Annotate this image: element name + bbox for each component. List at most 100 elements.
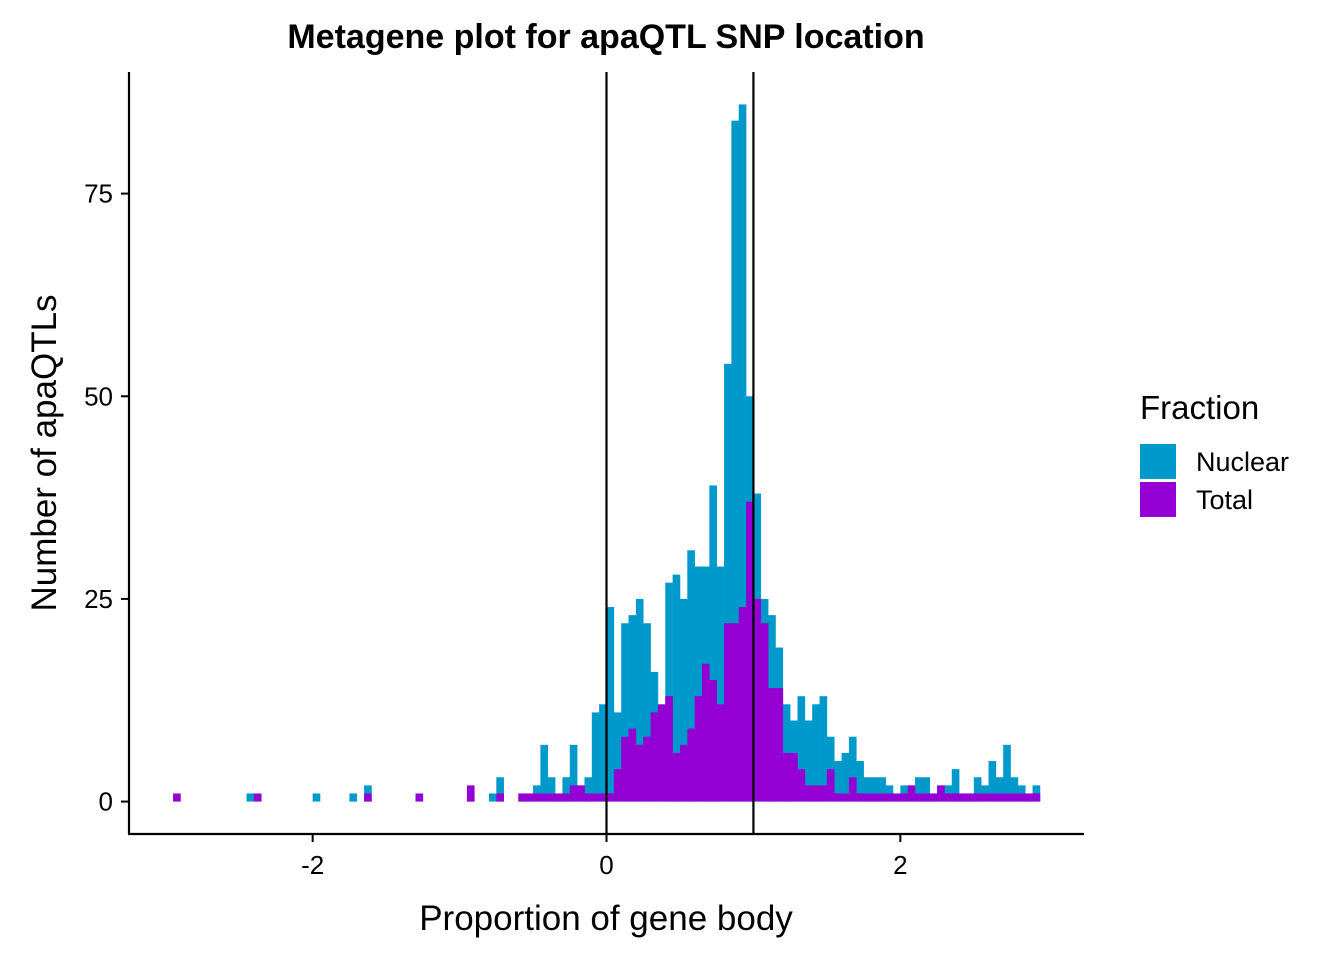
bar-nuclear (915, 777, 923, 802)
bar-nuclear (1032, 785, 1041, 802)
bar-nuclear (496, 777, 504, 802)
bar-nuclear (312, 793, 321, 802)
bar-total (973, 793, 982, 802)
bar-nuclear (613, 712, 622, 802)
bar-total (606, 793, 615, 802)
bar-total (768, 688, 776, 802)
bar-total (731, 623, 740, 802)
y-tick-label: 75 (84, 179, 113, 209)
x-axis-title: Proportion of gene body (419, 899, 793, 938)
bar-nuclear (687, 550, 695, 802)
bar-nuclear (819, 696, 828, 802)
bar-total (937, 785, 945, 802)
bar-total (760, 623, 769, 802)
bar-total (907, 785, 916, 802)
bar-total (944, 793, 953, 802)
bar-total (885, 793, 894, 802)
bar-nuclear (870, 777, 879, 802)
bar-nuclear (672, 574, 681, 802)
bar-total (790, 752, 798, 802)
bar-total (856, 793, 864, 802)
bar-nuclear (973, 777, 982, 802)
y-axis-ticks: 0 25 50 75 (84, 179, 129, 817)
legend-title: Fraction (1140, 389, 1259, 426)
bar-total (746, 501, 754, 802)
bar-nuclear (981, 785, 989, 802)
bar-nuclear (606, 607, 615, 802)
bar-nuclear (533, 785, 541, 802)
bar-total (702, 663, 710, 802)
bar-total (1003, 793, 1011, 802)
bar-nuclear (540, 744, 549, 802)
bar-nuclear (1017, 785, 1026, 802)
bar-total (569, 785, 578, 802)
bar-nuclear (724, 363, 732, 802)
bar-nuclear (878, 777, 886, 802)
bar-total (812, 785, 820, 802)
bar-total (929, 793, 938, 802)
legend-label-total: Total (1196, 485, 1253, 515)
bar-nuclear (782, 704, 791, 802)
bar-nuclear (679, 598, 688, 802)
bar-nuclear (944, 785, 953, 802)
bar-total (775, 688, 784, 802)
bar-nuclear (826, 736, 835, 802)
bar-total (981, 793, 989, 802)
bar-nuclear (951, 769, 960, 802)
legend-label-nuclear: Nuclear (1196, 447, 1289, 477)
bar-total (562, 793, 571, 802)
bar-nuclear (1010, 777, 1019, 802)
bar-total (834, 793, 842, 802)
bar-nuclear (731, 120, 740, 802)
bar-nuclear (694, 566, 703, 802)
bar-total (635, 744, 644, 802)
bar-total (613, 769, 622, 802)
bar-nuclear (246, 793, 255, 802)
bar-total (540, 793, 549, 802)
bar-total (643, 736, 651, 802)
bar-total (496, 793, 504, 802)
bar-total (848, 777, 857, 802)
bar-nuclear (848, 736, 857, 802)
bar-total (900, 793, 908, 802)
bar-nuclear (988, 761, 997, 802)
bar-total (782, 752, 791, 802)
legend-swatch-total (1140, 482, 1176, 517)
bar-total (804, 785, 813, 802)
bar-nuclear (856, 761, 864, 802)
bar-nuclear (863, 777, 872, 802)
bar-nuclear (885, 785, 894, 802)
bar-total (966, 793, 975, 802)
bar-total (951, 793, 960, 802)
bar-total (797, 769, 806, 802)
bar-total (173, 793, 181, 802)
bar-total (1025, 793, 1033, 802)
bar-nuclear (716, 566, 725, 802)
bar-total (1010, 793, 1019, 802)
bar-total (657, 704, 666, 802)
bar-total (863, 793, 872, 802)
x-tick-label: 0 (599, 850, 613, 880)
bar-total (716, 704, 725, 802)
bar-total (679, 744, 688, 802)
chart-title: Metagene plot for apaQTL SNP location (287, 18, 924, 56)
bar-nuclear (738, 104, 747, 802)
bar-total (694, 696, 703, 802)
bar-total (841, 793, 850, 802)
bar-total (555, 793, 563, 802)
bar-total (599, 793, 607, 802)
bar-nuclear (709, 485, 717, 802)
bar-total (547, 793, 556, 802)
bar-total (878, 793, 886, 802)
bar-total (364, 793, 372, 802)
bar-nuclear (834, 761, 842, 802)
bar-total (621, 736, 629, 802)
y-tick-label: 0 (99, 787, 113, 817)
bar-total (819, 785, 828, 802)
bar-nuclear (797, 696, 806, 802)
bar-total (672, 752, 681, 802)
bar-total (687, 728, 695, 802)
bar-total (753, 598, 762, 802)
bar-nuclear (841, 752, 850, 802)
